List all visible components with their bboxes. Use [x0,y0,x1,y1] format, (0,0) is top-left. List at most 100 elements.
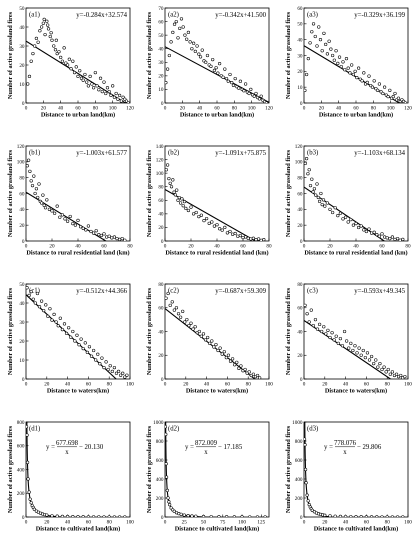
data-point [60,213,65,217]
data-point [105,86,110,90]
data-point [382,235,387,239]
data-point [228,229,232,234]
fit-curve [26,422,72,517]
fit-line [26,191,107,241]
y-tick-label: 0 [22,101,25,107]
data-point [178,26,182,30]
data-point [327,39,331,43]
x-axis-label: Distance to waters(km) [325,388,387,395]
data-point [209,64,213,68]
data-point [33,191,37,196]
x-tick-label: 80 [405,244,411,250]
x-tick-label: 20 [322,382,328,388]
data-point [355,76,359,80]
data-point [220,228,224,232]
data-point [167,500,171,504]
panel-a1: 0 20 40 60 80 100 120 0 10 20 30 40 50 Distance to ur… [7,6,134,119]
data-point [255,515,260,517]
data-point [337,55,342,59]
data-point [330,331,334,335]
data-point [333,514,337,517]
data-point [37,305,42,309]
y-tick-label: 10 [297,85,303,91]
data-point [333,206,337,210]
data-point [26,477,30,481]
panel-label: (c2) [168,288,179,295]
data-point [191,327,195,331]
data-point [39,299,44,303]
data-point [304,157,309,161]
data-point [381,91,385,96]
data-point [360,79,364,83]
y-tick-label: 400 [17,467,25,473]
x-axis-label: Distance to waters(km) [47,388,109,395]
data-point [27,293,31,298]
data-point [304,443,307,447]
data-point [102,80,106,84]
data-point [69,67,73,71]
data-point [45,198,49,202]
data-point [119,373,123,377]
y-tick-label: 120 [17,144,25,150]
data-point [217,227,222,231]
x-axis-label: Distance to cultivated land(km) [314,526,398,533]
data-point [71,515,75,517]
data-point [233,76,237,81]
data-point [304,72,309,77]
data-point [246,236,250,240]
data-point [401,515,405,517]
data-point [197,52,201,56]
data-point [393,91,397,96]
data-point [403,101,408,103]
data-point [69,335,73,339]
data-point [334,334,338,338]
data-point [347,346,351,350]
plot-frame [25,145,131,242]
data-point [116,97,120,101]
x-tick-label: 0 [164,244,167,250]
data-point [71,329,75,334]
data-point [125,373,129,377]
data-point [182,513,186,517]
y-tick-label: 140 [156,144,164,150]
x-tick-label: 80 [107,382,113,388]
data-point [341,60,345,64]
data-point [165,296,168,300]
data-point [263,515,267,517]
data-point [225,231,230,235]
data-point [255,373,260,378]
data-point [97,515,101,517]
x-axis-label: Distance to cultivated land(km) [175,526,259,533]
equation-denominator: x [204,449,208,456]
data-point [199,213,204,217]
data-point [356,225,361,230]
data-point [26,158,31,162]
data-point [54,38,58,42]
y-tick-label: 0 [300,515,303,521]
data-point [110,369,114,374]
data-point [304,303,307,307]
x-axis-label: Distance to waters(km) [186,388,248,395]
data-point [100,356,104,360]
data-point [218,346,222,350]
data-point [388,372,392,376]
data-point [325,201,330,205]
data-point [58,316,62,320]
data-point [315,327,320,331]
y-tick-label: 60 [158,306,164,312]
data-point [359,515,363,517]
y-tick-label: 20 [19,223,25,229]
data-point [372,361,376,366]
x-tick-label: 60 [240,244,246,250]
data-point [367,358,372,362]
data-point [58,215,62,219]
data-point [81,346,85,351]
regression-equation: y=-0.687x+59.309 [215,288,266,295]
data-point [307,168,311,172]
plot-frame [25,421,131,518]
data-point [316,195,320,200]
y-tick-label: 50 [297,22,303,28]
x-tick-label: 60 [101,244,107,250]
fit-curve [304,422,338,517]
